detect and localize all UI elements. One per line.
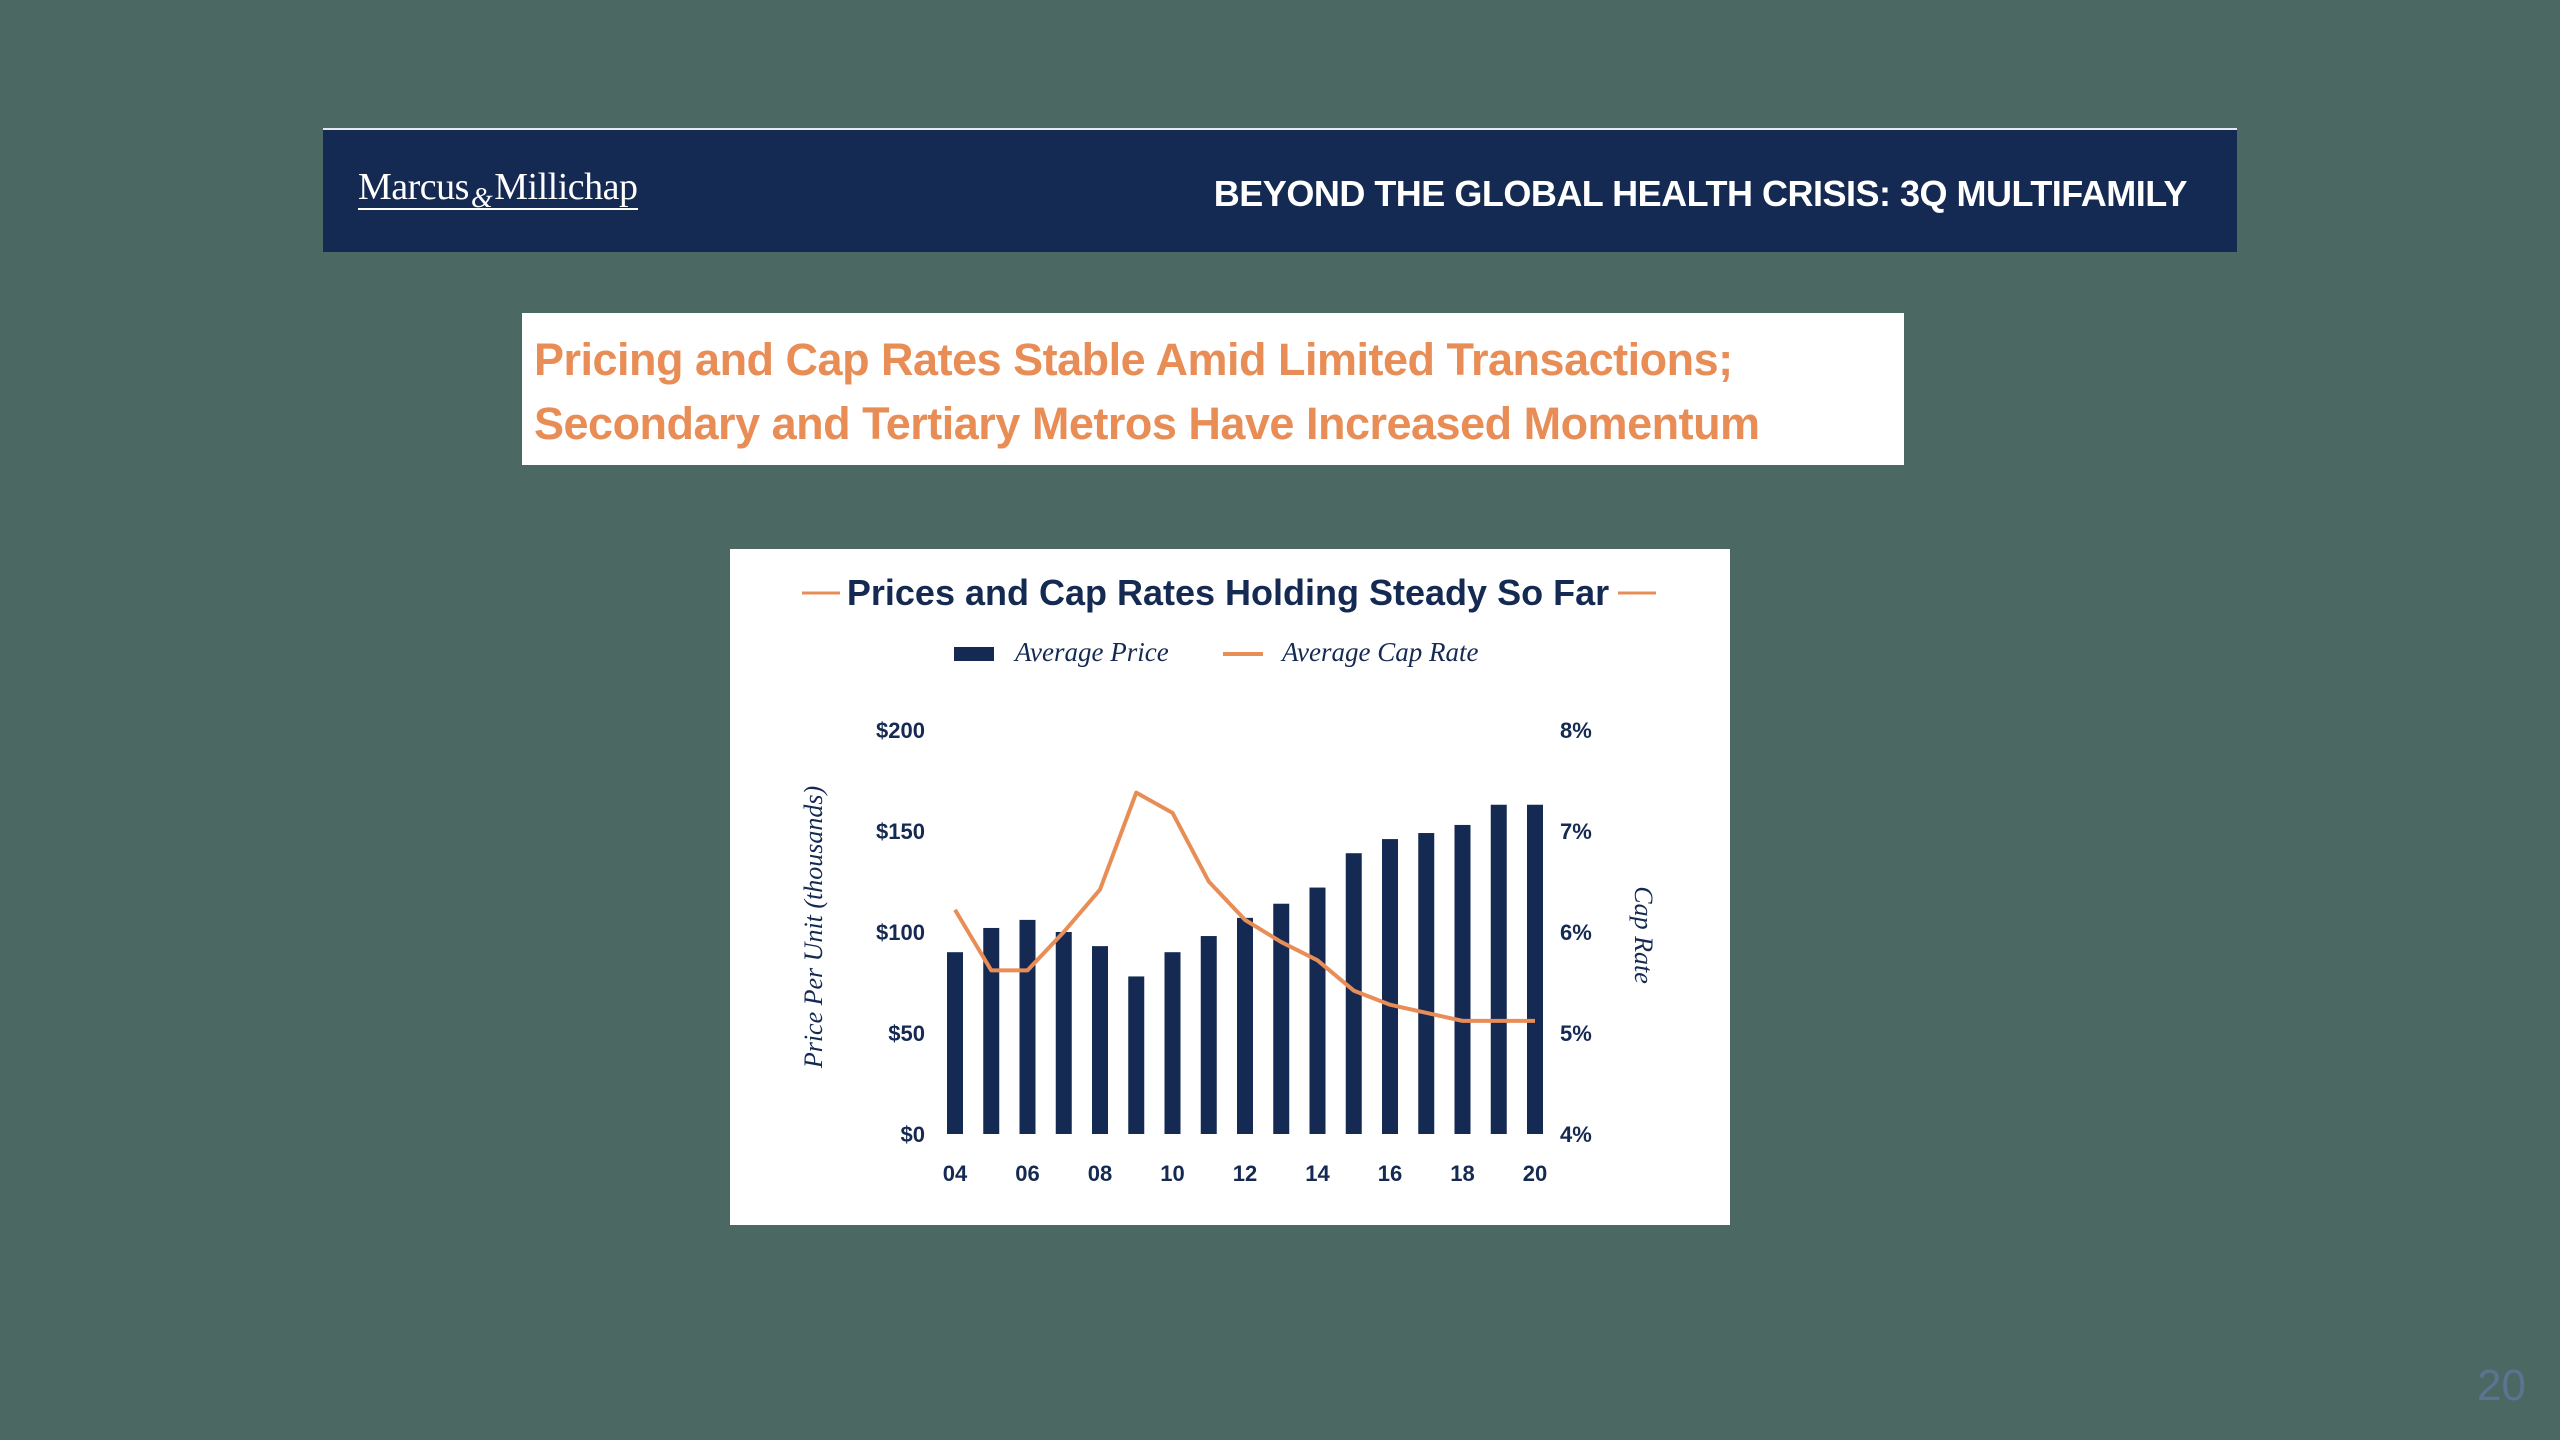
bar-11 [1200,936,1217,1134]
company-logo: Marcus&Millichap [358,166,638,213]
x-tick-label: 20 [1523,1161,1547,1186]
bar-14 [1309,887,1326,1134]
bar-17 [1418,833,1435,1134]
x-tick-label: 10 [1160,1161,1184,1186]
bar-08 [1092,946,1108,1134]
x-tick-label: 14 [1305,1161,1330,1186]
x-tick-label: 04 [943,1161,968,1186]
axis-ticks: $200 $150 $100 $50 $0 8% 7% 6% 5% 4% 04 06 08 10 12 14 1… [876,718,1592,1186]
bar-12 [1237,917,1253,1134]
logo-word-right: Millichap [494,166,638,208]
bar-13 [1273,903,1290,1134]
x-tick-label: 06 [1015,1161,1039,1186]
y2-tick-label: 4% [1560,1122,1592,1147]
slide-headline: Pricing and Cap Rates Stable Amid Limite… [522,313,1904,465]
page-number: 20 [2477,1361,2526,1410]
y-tick-label: $0 [901,1122,925,1147]
logo-ampersand: & [470,183,493,214]
report-title: BEYOND THE GLOBAL HEALTH CRISIS: 3Q MULT… [1213,173,2188,214]
bar-19 [1490,804,1507,1134]
bar-20 [1527,804,1543,1134]
bar-15 [1345,853,1362,1134]
bar-07 [1055,932,1072,1134]
y2-tick-label: 8% [1560,718,1592,743]
bar-18 [1454,824,1471,1134]
bar-05 [983,927,1000,1134]
y2-tick-label: 7% [1560,819,1592,844]
y2-tick-label: 5% [1560,1021,1592,1046]
chart-card: Prices and Cap Rates Holding Steady So F… [730,549,1730,1225]
logo-word-left: Marcus [358,166,469,208]
y2-axis-label: Cap Rate [1629,886,1658,984]
bar-16 [1382,839,1398,1134]
bar-04 [947,952,963,1134]
y-tick-label: $100 [876,920,925,945]
legend-label-average-price: Average Price [1013,637,1169,667]
bar-series [947,804,1543,1134]
x-tick-label: 18 [1450,1161,1474,1186]
y-tick-label: $150 [876,819,925,844]
bar-10 [1164,952,1181,1134]
y-axis-label: Price Per Unit (thousands) [799,786,828,1069]
y-tick-label: $200 [876,718,925,743]
headline-line-1: Pricing and Cap Rates Stable Amid Limite… [534,334,1733,385]
x-tick-label: 08 [1088,1161,1112,1186]
legend-swatch-average-price [954,647,994,661]
x-tick-label: 12 [1233,1161,1257,1186]
x-tick-label: 16 [1378,1161,1402,1186]
bar-06 [1019,919,1036,1134]
bar-09 [1128,976,1145,1134]
y2-tick-label: 6% [1560,920,1592,945]
cap-rate-line [953,790,1535,1023]
chart-title: Prices and Cap Rates Holding Steady So F… [847,572,1609,613]
headline-line-2: Secondary and Tertiary Metros Have Incre… [534,398,1760,449]
y-tick-label: $50 [888,1021,925,1046]
legend-label-average-cap-rate: Average Cap Rate [1280,637,1478,667]
header-banner: Marcus&Millichap BEYOND THE GLOBAL HEALT… [323,128,2237,252]
chart: Prices and Cap Rates Holding Steady So F… [799,572,1658,1186]
